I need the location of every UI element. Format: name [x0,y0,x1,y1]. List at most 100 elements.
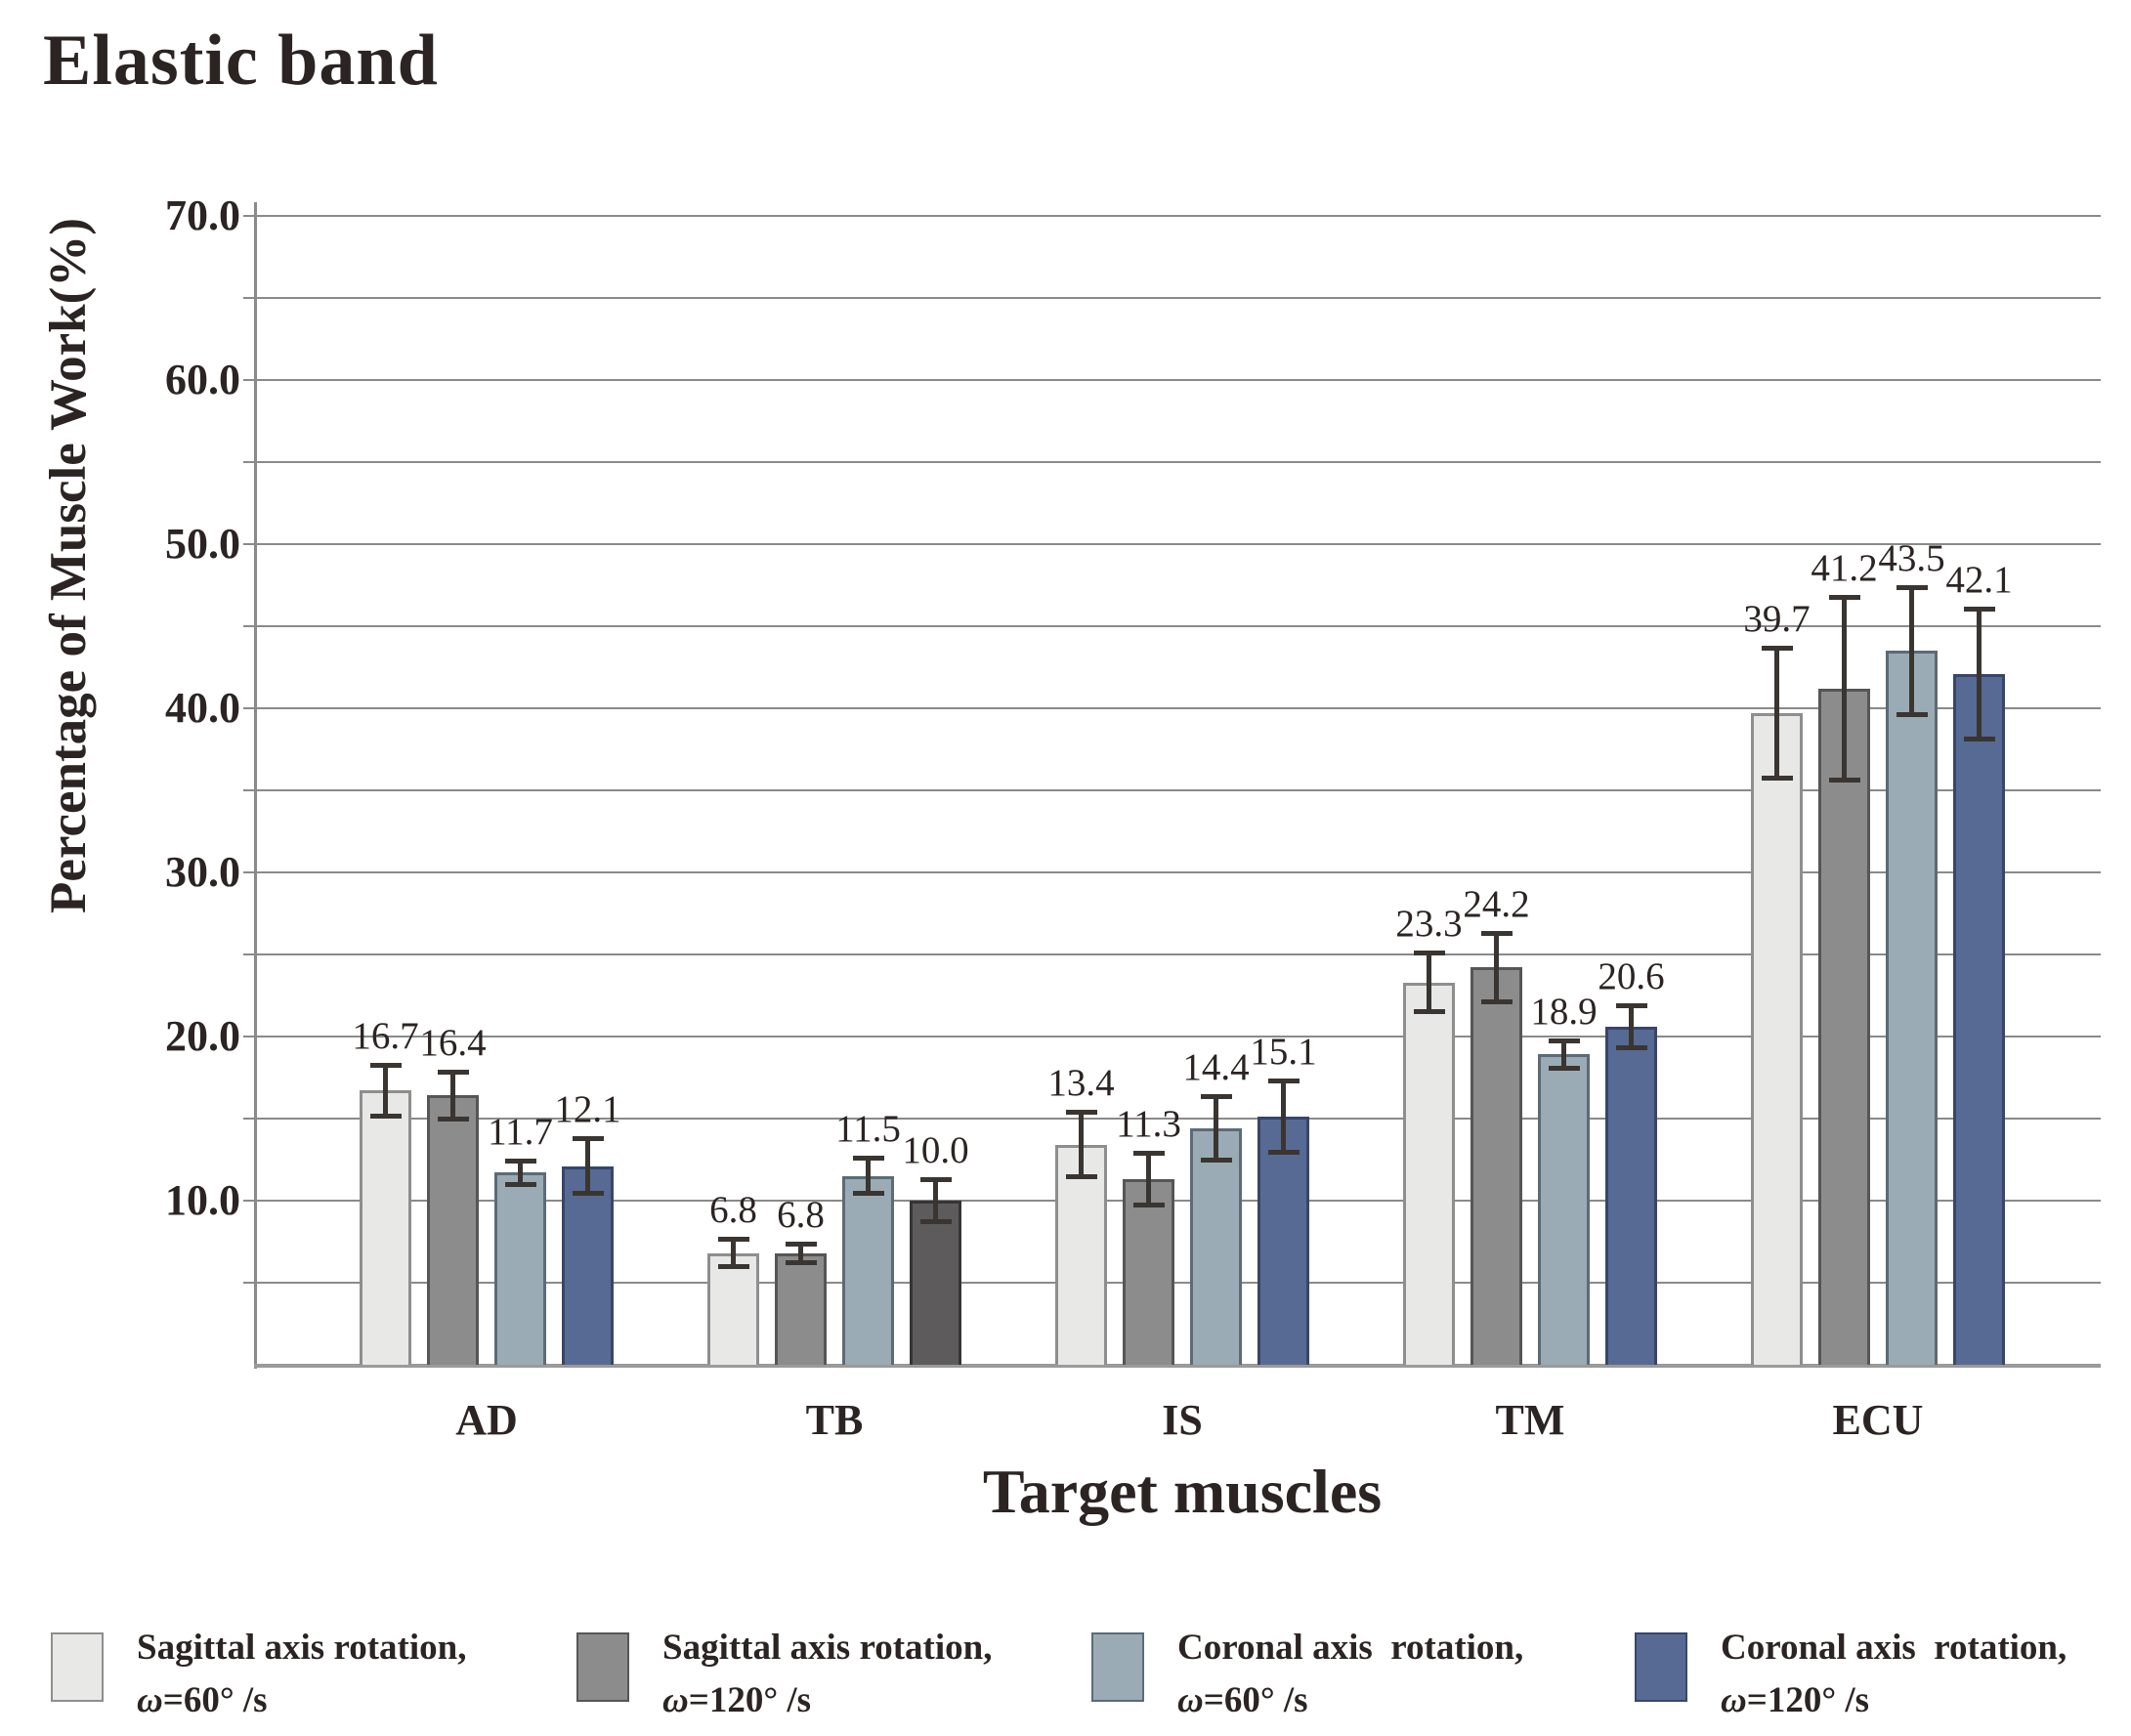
x-category-label-ad: AD [455,1396,518,1444]
error-bar-cap-bottom [504,1182,536,1188]
y-tick-label: 50.0 [165,520,240,568]
bar-value-label: 16.4 [419,1022,487,1065]
y-axis-tick [243,297,257,299]
y-axis-tick [243,1200,257,1202]
error-bar-cap-bottom [1828,777,1860,783]
x-category-label-tm: TM [1495,1396,1565,1444]
x-axis-line [254,1364,2101,1368]
y-axis-tick [243,1118,257,1120]
h-gridline [256,1200,2101,1202]
bar-value-label: 24.2 [1463,883,1530,926]
error-bar-line [731,1239,736,1268]
bar-value-label: 15.1 [1250,1031,1317,1074]
legend-label-3: ω=60° /s [1177,1680,1308,1720]
error-bar-line [933,1179,938,1222]
h-gridline [256,543,2101,545]
bar-value-label: 42.1 [1945,558,2013,601]
error-bar-cap-bottom [1132,1203,1165,1208]
legend-label-4: ω=120° /s [1721,1680,1870,1720]
y-axis-tick [243,789,257,791]
error-bar-line [1214,1096,1218,1161]
error-bar-line [1494,933,1499,1002]
error-bar-cap-bottom [1200,1157,1232,1163]
h-gridline [256,1118,2101,1120]
y-tick-label: 30.0 [165,848,240,896]
y-axis-tick [243,379,257,381]
bar-value-label: 12.1 [554,1088,621,1131]
bar-value-label: 11.3 [1116,1103,1181,1146]
h-gridline [256,297,2101,299]
bar-value-label: 14.4 [1182,1046,1250,1089]
bar-value-label: 11.7 [488,1110,553,1153]
bar-AD-s3 [494,1172,546,1365]
error-bar-cap-top [1413,951,1445,956]
bar-IS-s2 [1123,1179,1174,1365]
error-bar-line [450,1072,455,1120]
h-gridline [256,789,2101,791]
error-bar-cap-bottom [919,1218,952,1224]
bar-value-label: 13.4 [1047,1062,1115,1105]
error-bar-cap-bottom [1413,1008,1445,1014]
error-bar-cap-bottom [1761,776,1793,782]
error-bar-line [518,1160,523,1186]
error-bar-cap-bottom [369,1114,402,1120]
bar-value-label: 6.8 [709,1189,757,1232]
y-axis-line [254,202,257,1369]
error-bar-cap-bottom [1480,998,1513,1004]
bar-IS-s1 [1055,1144,1107,1365]
error-bar-cap-top [785,1241,817,1247]
bar-TB-s3 [842,1175,894,1365]
h-gridline [256,1036,2101,1037]
error-bar-line [1281,1080,1286,1154]
bar-value-label: 43.5 [1878,536,1945,579]
h-gridline [256,1282,2101,1284]
error-bar-line [866,1158,871,1195]
error-bar-cap-top [1132,1151,1165,1157]
bar-value-label: 23.3 [1395,903,1463,946]
bar-TB-s2 [775,1252,827,1365]
y-axis-tick [243,543,257,545]
y-tick-label: 60.0 [165,356,240,403]
error-bar-cap-bottom [1548,1065,1580,1071]
error-bar-cap-top [572,1136,604,1142]
error-bar-line [798,1243,803,1263]
error-bar-cap-bottom [852,1191,884,1197]
bar-TM-s2 [1470,967,1522,1365]
error-bar-line [1146,1153,1151,1207]
h-gridline [256,707,2101,709]
y-axis-title: Percentage of Muscle Work(%) [40,218,97,913]
y-axis-tick [243,625,257,627]
bar-ECU-s4 [1953,673,2005,1365]
error-bar-line [1629,1005,1634,1048]
x-category-label-ecu: ECU [1832,1396,1924,1444]
y-axis-tick [243,1036,257,1037]
error-bar-cap-top [1963,606,1995,612]
bar-TB-s1 [707,1252,759,1365]
error-bar-cap-top [504,1158,536,1164]
y-axis-tick [243,707,257,709]
error-bar-line [1774,647,1779,780]
y-axis-tick [243,461,257,463]
h-gridline [256,461,2101,463]
legend-swatch-3 [1091,1632,1144,1702]
x-category-label-is: IS [1162,1396,1203,1444]
error-bar-cap-top [1267,1079,1300,1084]
error-bar-cap-bottom [1267,1150,1300,1156]
error-bar-cap-bottom [785,1259,817,1265]
bar-IS-s4 [1257,1117,1309,1365]
error-bar-line [1909,586,1914,715]
error-bar-cap-top [1200,1094,1232,1100]
error-bar-cap-top [437,1070,469,1076]
bar-AD-s2 [427,1095,479,1365]
legend-label-1: Sagittal axis rotation, [137,1628,467,1668]
bar-TM-s4 [1605,1026,1657,1365]
error-bar-line [585,1138,590,1195]
chart-title: Elastic band [43,21,439,101]
y-axis-tick [243,215,257,217]
y-tick-label: 10.0 [165,1176,240,1224]
error-bar-cap-bottom [437,1116,469,1122]
error-bar-cap-top [717,1237,749,1243]
h-gridline [256,871,2101,873]
legend-swatch-1 [51,1632,104,1702]
